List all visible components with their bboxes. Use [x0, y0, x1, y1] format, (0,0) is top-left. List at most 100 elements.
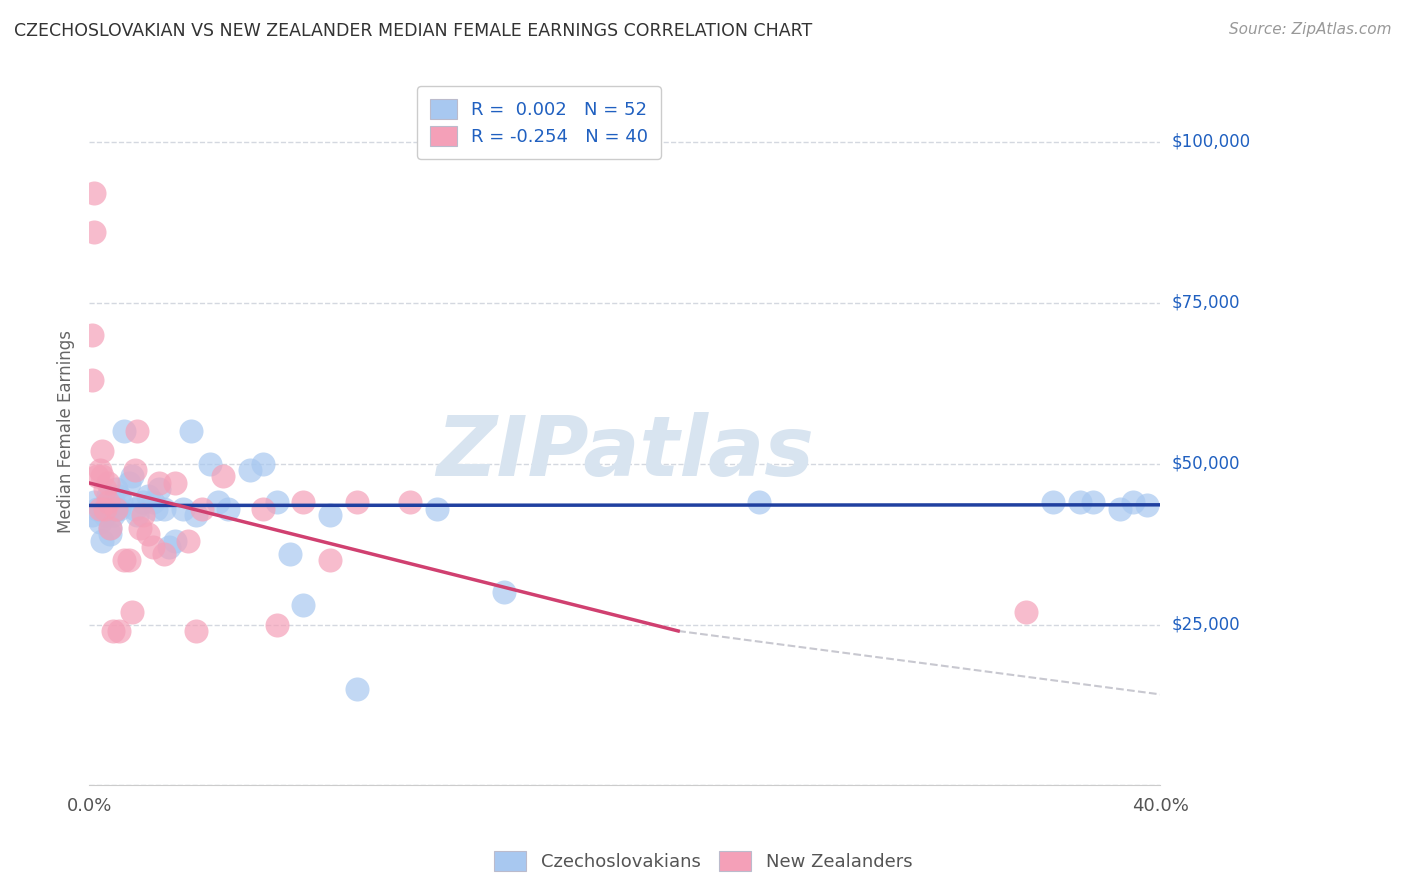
Y-axis label: Median Female Earnings: Median Female Earnings [58, 330, 75, 533]
Point [101, 508, 124, 522]
Point [207, 495, 229, 509]
Point [186, 508, 208, 522]
Point [142, 495, 165, 509]
Point [177, 533, 200, 548]
Point [1015, 605, 1038, 619]
Point [136, 489, 159, 503]
Point [107, 624, 129, 638]
Point [1122, 495, 1144, 509]
Point [129, 521, 152, 535]
Point [1109, 501, 1132, 516]
Point [104, 483, 127, 497]
Text: $75,000: $75,000 [1171, 293, 1240, 311]
Point [107, 501, 129, 516]
Point [89, 515, 111, 529]
Text: $50,000: $50,000 [1171, 455, 1240, 473]
Point [86, 469, 108, 483]
Point [399, 495, 422, 509]
Point [180, 425, 202, 439]
Point [104, 501, 127, 516]
Point [148, 475, 170, 490]
Point [163, 475, 186, 490]
Point [252, 457, 274, 471]
Text: $25,000: $25,000 [1171, 615, 1240, 633]
Point [80, 373, 103, 387]
Point [266, 617, 288, 632]
Point [494, 585, 516, 599]
Text: Source: ZipAtlas.com: Source: ZipAtlas.com [1229, 22, 1392, 37]
Point [100, 521, 122, 535]
Point [426, 501, 449, 516]
Point [1083, 495, 1105, 509]
Point [91, 533, 114, 548]
Point [127, 425, 149, 439]
Text: $100,000: $100,000 [1171, 133, 1250, 151]
Legend: R =  0.002   N = 52, R = -0.254   N = 40: R = 0.002 N = 52, R = -0.254 N = 40 [418, 87, 661, 159]
Point [97, 495, 120, 509]
Text: ZIPatlas: ZIPatlas [436, 412, 814, 493]
Point [266, 495, 288, 509]
Point [112, 553, 135, 567]
Point [101, 495, 124, 509]
Point [83, 225, 105, 239]
Point [80, 508, 103, 522]
Point [101, 624, 124, 638]
Point [118, 553, 141, 567]
Point [292, 599, 315, 613]
Point [346, 681, 368, 696]
Point [319, 553, 342, 567]
Point [97, 501, 120, 516]
Point [91, 443, 114, 458]
Point [148, 483, 170, 497]
Point [172, 501, 194, 516]
Point [121, 605, 143, 619]
Point [142, 541, 165, 555]
Point [186, 624, 208, 638]
Point [1042, 495, 1064, 509]
Point [83, 186, 105, 201]
Legend: Czechoslovakians, New Zealanders: Czechoslovakians, New Zealanders [486, 844, 920, 879]
Point [217, 501, 239, 516]
Point [124, 463, 146, 477]
Point [94, 483, 117, 497]
Point [100, 521, 122, 535]
Point [198, 457, 221, 471]
Point [118, 475, 141, 490]
Point [131, 508, 153, 522]
Point [157, 541, 180, 555]
Point [91, 469, 114, 483]
Point [80, 327, 103, 342]
Point [124, 501, 146, 516]
Point [163, 533, 186, 548]
Point [278, 547, 301, 561]
Point [747, 495, 769, 509]
Point [153, 547, 176, 561]
Point [94, 501, 117, 516]
Point [1136, 499, 1159, 513]
Point [104, 501, 127, 516]
Point [86, 501, 108, 516]
Point [94, 508, 117, 522]
Point [153, 501, 176, 516]
Point [112, 425, 135, 439]
Point [127, 508, 149, 522]
Point [145, 501, 167, 516]
Point [319, 508, 342, 522]
Point [131, 495, 153, 509]
Text: CZECHOSLOVAKIAN VS NEW ZEALANDER MEDIAN FEMALE EARNINGS CORRELATION CHART: CZECHOSLOVAKIAN VS NEW ZEALANDER MEDIAN … [14, 22, 813, 40]
Point [97, 475, 120, 490]
Point [252, 501, 274, 516]
Point [110, 495, 132, 509]
Point [97, 489, 120, 503]
Point [89, 501, 111, 516]
Point [107, 489, 129, 503]
Point [89, 463, 111, 477]
Point [1069, 495, 1091, 509]
Point [121, 469, 143, 483]
Point [212, 469, 235, 483]
Point [239, 463, 262, 477]
Point [346, 495, 368, 509]
Point [100, 527, 122, 541]
Point [292, 495, 315, 509]
Point [83, 495, 105, 509]
